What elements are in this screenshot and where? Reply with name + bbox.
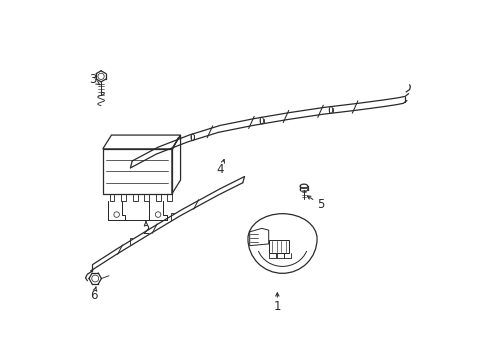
Text: 5: 5 (316, 198, 324, 211)
Text: 4: 4 (216, 163, 224, 176)
Text: 2: 2 (142, 224, 149, 237)
Text: 6: 6 (89, 289, 97, 302)
Text: 3: 3 (88, 73, 96, 86)
Text: 1: 1 (273, 300, 281, 312)
